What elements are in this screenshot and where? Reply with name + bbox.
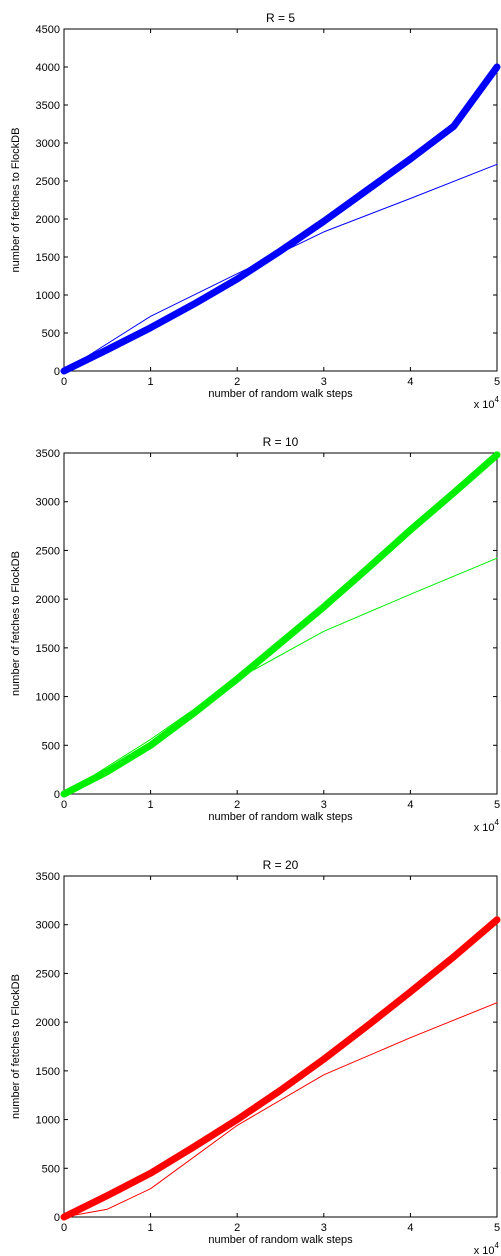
x-tick-label: 0 [61, 1222, 67, 1234]
y-axis-label: number of fetches to FlockDB [10, 551, 22, 696]
subplot-3: 0 1 2 3 4 5 0 500 1000 1500 2000 2500 3000 3500 R = 20… [10, 858, 501, 1256]
x-tick-label: 1 [148, 376, 154, 388]
y-axis-label: number of fetches to FlockDB [10, 128, 22, 273]
y-tick-label: 2000 [36, 594, 60, 606]
x-tick-label: 3 [321, 799, 327, 811]
plot-area [63, 28, 498, 372]
x-axis-label: number of random walk steps [208, 811, 353, 823]
series-line-thick [60, 451, 501, 798]
y-tick-label: 1000 [36, 1115, 60, 1127]
x-tick-label: 2 [234, 1222, 240, 1234]
y-tick-label: 3500 [36, 448, 60, 460]
chart-title: R = 5 [266, 11, 295, 25]
x-axis-multiplier-exponent: 4 [495, 395, 500, 404]
x-axis-label: number of random walk steps [208, 388, 353, 400]
y-tick-label: 500 [42, 1163, 60, 1175]
x-tick-label: 2 [234, 799, 240, 811]
y-tick-label: 2500 [36, 545, 60, 557]
series-line-thin [63, 557, 498, 795]
y-tick-label: 0 [54, 1212, 60, 1224]
y-tick-label: 0 [54, 366, 60, 378]
y-tick-label: 3500 [36, 871, 60, 883]
y-tick-label: 1500 [36, 1066, 60, 1078]
y-tick-label: 3000 [36, 497, 60, 509]
x-tick-label: 3 [321, 1222, 327, 1234]
series-line-thin [63, 163, 498, 372]
x-axis-multiplier-exponent: 4 [495, 1241, 500, 1250]
subplot-2: 0 1 2 3 4 5 0 500 1000 1500 2000 2500 3000 3500 R = 10… [10, 435, 501, 834]
x-tick-label: 2 [234, 376, 240, 388]
x-tick-label: 5 [494, 799, 500, 811]
y-tick-label: 1000 [36, 692, 60, 704]
y-tick-label: 1000 [36, 290, 60, 302]
series-line-thick [60, 916, 501, 1221]
y-tick-label: 500 [42, 328, 60, 340]
x-axis-multiplier: x 104 [474, 818, 500, 834]
x-axis-multiplier-base: x 10 [474, 822, 495, 834]
x-tick-label: 4 [407, 799, 413, 811]
x-axis-label: number of random walk steps [208, 1234, 353, 1246]
chart-title: R = 10 [263, 435, 299, 449]
plot-area [63, 875, 498, 1218]
y-tick-label: 2000 [36, 214, 60, 226]
x-tick-label: 0 [61, 799, 67, 811]
y-tick-label: 3000 [36, 138, 60, 150]
x-tick-label: 5 [494, 376, 500, 388]
y-tick-label: 3500 [36, 100, 60, 112]
y-tick-label: 2500 [36, 176, 60, 188]
y-tick-label: 2000 [36, 1017, 60, 1029]
y-tick-label: 4500 [36, 24, 60, 36]
plot-area [63, 452, 498, 795]
series-line-thin [63, 1002, 498, 1218]
x-tick-label: 4 [407, 1222, 413, 1234]
x-tick-label: 1 [148, 1222, 154, 1234]
y-tick-label: 2500 [36, 968, 60, 980]
y-tick-label: 1500 [36, 643, 60, 655]
x-axis-multiplier-exponent: 4 [495, 818, 500, 827]
x-tick-label: 5 [494, 1222, 500, 1234]
y-tick-label: 0 [54, 789, 60, 801]
series-line-thick [60, 63, 501, 375]
x-tick-label: 0 [61, 376, 67, 388]
y-tick-label: 4000 [36, 62, 60, 74]
x-tick-label: 3 [321, 376, 327, 388]
chart-title: R = 20 [263, 858, 299, 872]
x-axis-multiplier-base: x 10 [474, 399, 495, 411]
y-tick-label: 1500 [36, 252, 60, 264]
x-tick-label: 4 [407, 376, 413, 388]
x-tick-label: 1 [148, 799, 154, 811]
subplot-1: 0 1 2 3 4 5 0 500 1000 1500 2000 2500 3000 3500 4000 45… [10, 11, 501, 411]
x-axis-multiplier: x 104 [474, 395, 500, 411]
x-axis-multiplier: x 104 [474, 1241, 500, 1256]
x-axis-multiplier-base: x 10 [474, 1245, 495, 1256]
y-tick-label: 3000 [36, 920, 60, 932]
y-tick-label: 500 [42, 740, 60, 752]
y-axis-label: number of fetches to FlockDB [10, 974, 22, 1119]
